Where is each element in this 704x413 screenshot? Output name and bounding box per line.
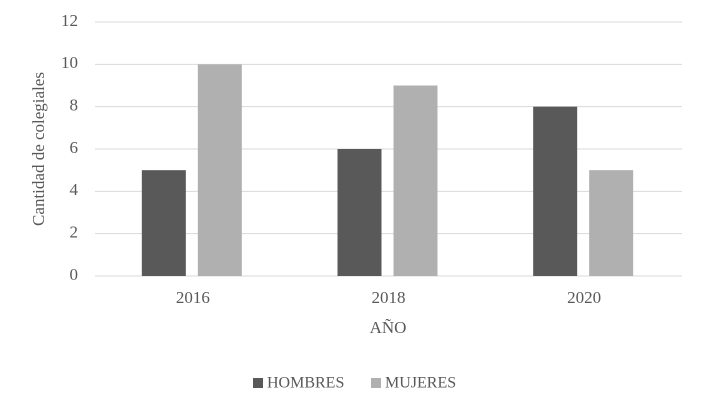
legend-label: HOMBRES [267, 375, 344, 392]
bar [337, 149, 382, 276]
y-tick-label: 10 [61, 53, 78, 72]
legend-swatch [371, 378, 381, 388]
x-tick-label: 2020 [567, 288, 601, 307]
x-axis-title: AÑO [370, 318, 407, 337]
x-tick-label: 2018 [372, 288, 406, 307]
legend-label: MUJERES [385, 375, 456, 392]
y-tick-label: 2 [70, 223, 79, 242]
y-tick-label: 6 [70, 138, 79, 157]
legend-swatch [253, 378, 263, 388]
bar [589, 170, 634, 276]
bar [533, 106, 578, 277]
bar [141, 170, 186, 276]
y-tick-label: 8 [70, 96, 79, 115]
x-tick-label: 2016 [176, 288, 210, 307]
y-tick-label: 12 [61, 11, 78, 30]
bar [197, 64, 242, 276]
y-axis-title: Cantidad de colegiales [29, 72, 48, 226]
y-tick-label: 4 [70, 180, 79, 199]
bar [393, 85, 438, 276]
y-tick-label: 0 [70, 265, 79, 284]
